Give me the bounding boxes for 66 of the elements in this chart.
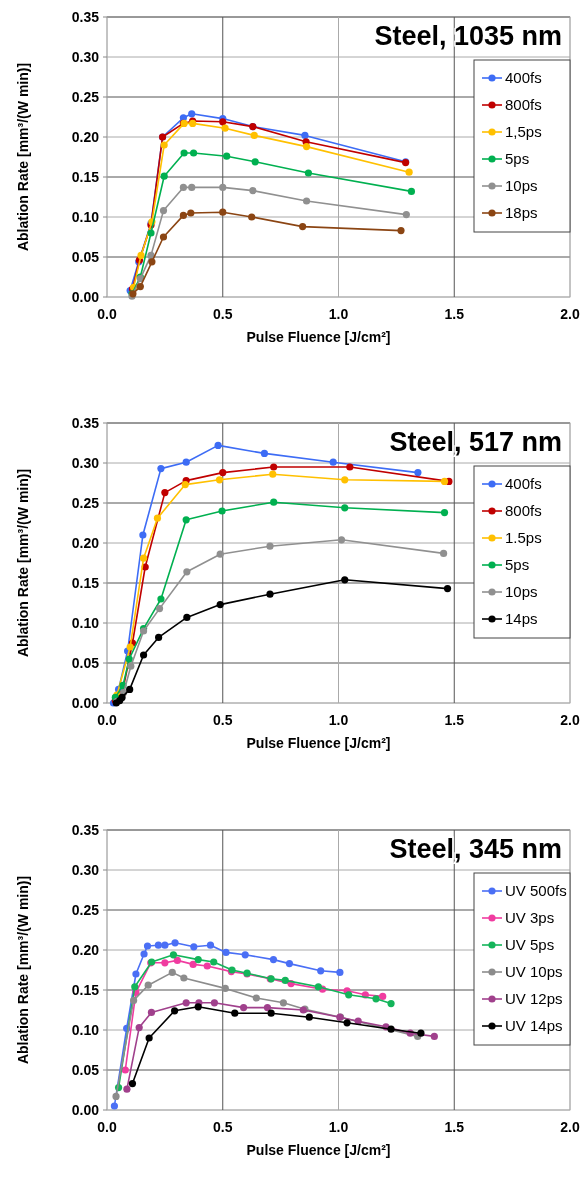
y-tick-label: 0.15: [71, 169, 100, 185]
y-tick-label: 0.20: [71, 129, 100, 145]
y-tick-label: 0.30: [71, 49, 100, 65]
x-tick-label: 1.5: [444, 306, 465, 322]
legend-label: 18ps: [505, 204, 538, 221]
y-tick-label: 0.20: [71, 535, 100, 551]
y-tick-label: 0.25: [71, 902, 100, 918]
legend-label: 5ps: [505, 556, 530, 573]
y-tick-label: 0.30: [71, 862, 100, 878]
legend-label: UV 500fs: [505, 882, 567, 899]
x-tick-label: 1.0: [328, 306, 349, 322]
x-tick-label: 2.0: [560, 1119, 580, 1135]
legend-label: 5ps: [505, 150, 530, 167]
y-tick-label: 0.05: [71, 249, 100, 265]
y-tick-label: 0.05: [71, 655, 100, 671]
x-tick-label: 1.0: [328, 1119, 349, 1135]
y-tick-label: 0.00: [71, 695, 100, 711]
legend-label: 800fs: [505, 96, 542, 113]
chart-title: Steel, 517 nm: [389, 427, 562, 457]
legend-label: UV 5ps: [505, 936, 555, 953]
y-tick-label: 0.10: [71, 1022, 100, 1038]
y-tick-label: 0.00: [71, 289, 100, 305]
x-tick-label: 0.0: [97, 712, 117, 728]
x-axis-title: Pulse Fluence [J/cm²]: [246, 735, 391, 751]
x-tick-label: 1.5: [444, 1119, 465, 1135]
y-tick-label: 0.30: [71, 455, 100, 471]
y-axis-title: Ablation Rate [mm³/(W min)]: [15, 468, 31, 658]
x-tick-label: 0.5: [213, 712, 233, 728]
chart-title: Steel, 1035 nm: [374, 21, 562, 51]
y-axis-title: Ablation Rate [mm³/(W min)]: [15, 875, 31, 1065]
y-tick-label: 0.25: [71, 89, 100, 105]
legend-label: UV 12ps: [505, 990, 563, 1007]
x-tick-label: 2.0: [560, 306, 580, 322]
x-axis-title: Pulse Fluence [J/cm²]: [246, 329, 391, 345]
legend-label: 10ps: [505, 583, 538, 600]
y-tick-label: 0.35: [71, 9, 100, 25]
y-axis-title: Ablation Rate [mm³/(W min)]: [15, 62, 31, 252]
y-tick-label: 0.25: [71, 495, 100, 511]
legend-label: 1.5ps: [505, 529, 542, 546]
y-tick-label: 0.10: [71, 209, 100, 225]
y-tick-label: 0.15: [71, 982, 100, 998]
x-tick-label: 1.5: [444, 712, 465, 728]
x-tick-label: 0.5: [213, 306, 233, 322]
legend-label: 1,5ps: [505, 123, 542, 140]
y-tick-label: 0.35: [71, 415, 100, 431]
legend-label: 14ps: [505, 610, 538, 627]
y-tick-label: 0.15: [71, 575, 100, 591]
x-tick-label: 2.0: [560, 712, 580, 728]
legend-label: UV 10ps: [505, 963, 563, 980]
legend-label: UV 3ps: [505, 909, 555, 926]
y-tick-label: 0.20: [71, 942, 100, 958]
chart-title: Steel, 345 nm: [389, 834, 562, 864]
x-tick-label: 0.5: [213, 1119, 233, 1135]
x-tick-label: 1.0: [328, 712, 349, 728]
x-tick-label: 0.0: [97, 306, 117, 322]
legend-label: UV 14ps: [505, 1017, 563, 1034]
legend-label: 400fs: [505, 475, 542, 492]
y-tick-label: 0.35: [71, 822, 100, 838]
x-tick-label: 0.0: [97, 1119, 117, 1135]
y-tick-label: 0.00: [71, 1102, 100, 1118]
legend-label: 400fs: [505, 69, 542, 86]
y-tick-label: 0.05: [71, 1062, 100, 1078]
legend-label: 10ps: [505, 177, 538, 194]
x-axis-title: Pulse Fluence [J/cm²]: [246, 1142, 391, 1158]
y-tick-label: 0.10: [71, 615, 100, 631]
legend-label: 800fs: [505, 502, 542, 519]
